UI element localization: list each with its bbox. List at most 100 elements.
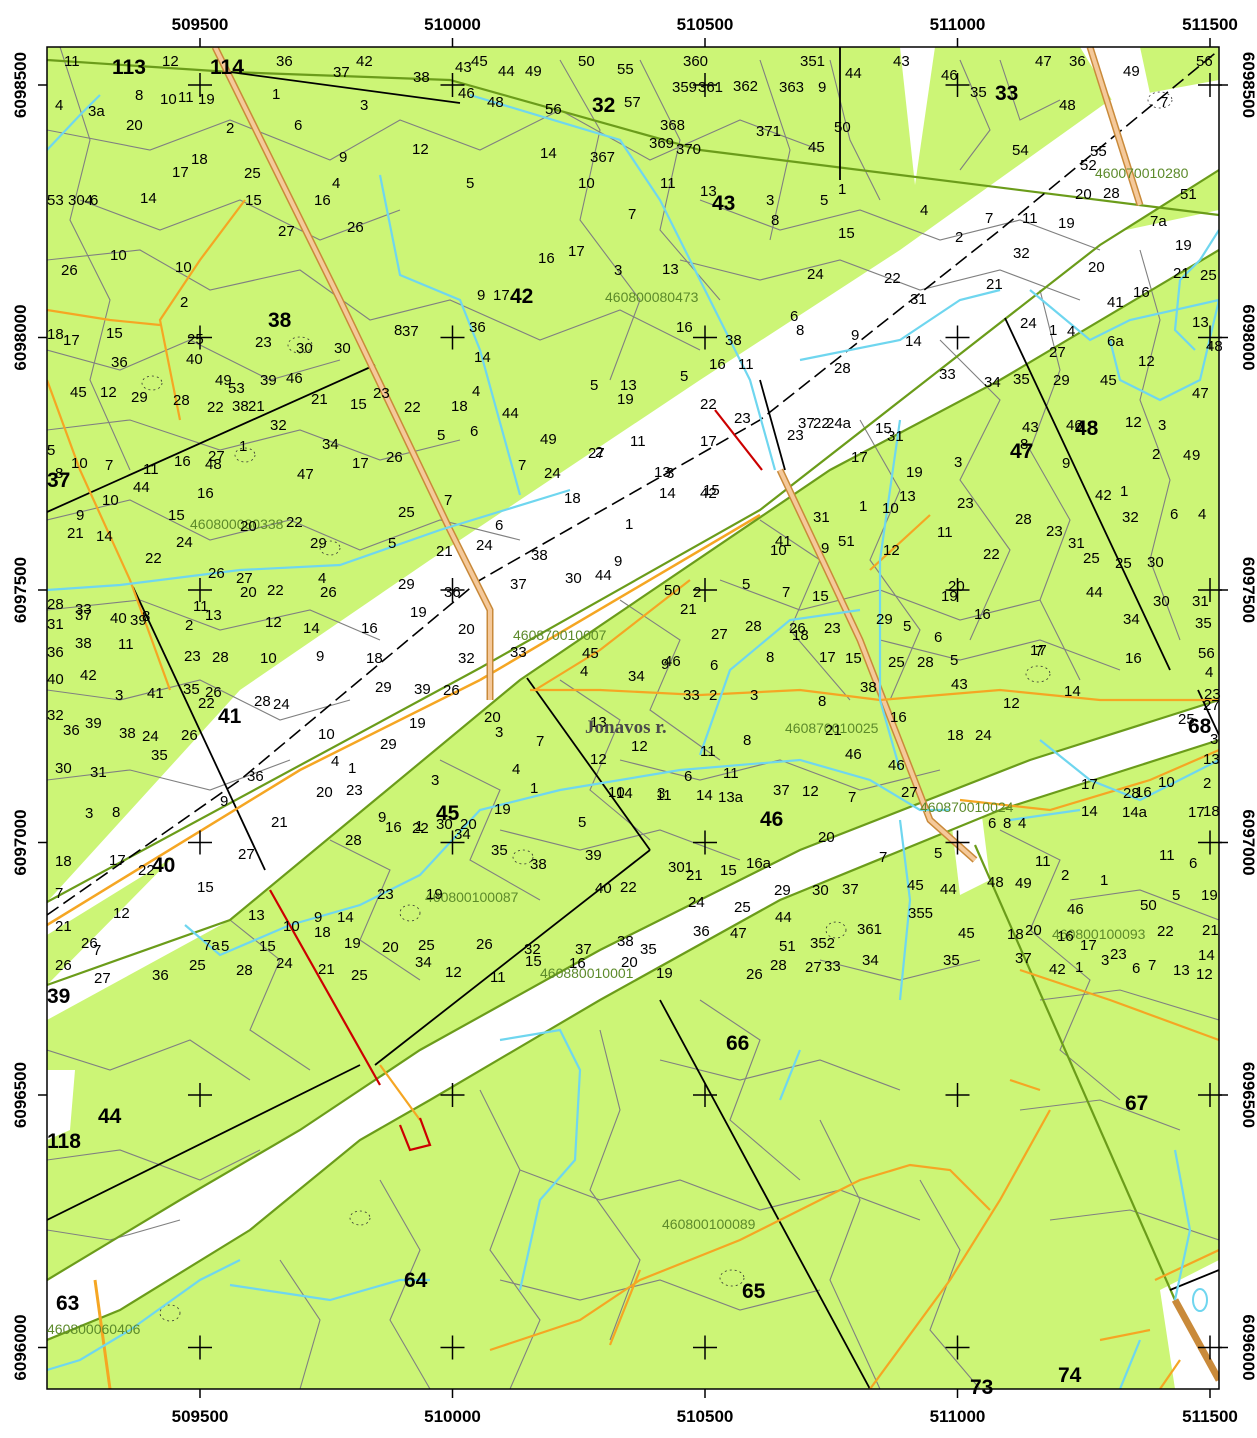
stand-number: 27 bbox=[1203, 697, 1220, 714]
stand-number: 14 bbox=[659, 485, 676, 502]
stand-number: 45 bbox=[471, 53, 488, 70]
stand-number: 25 bbox=[244, 165, 261, 182]
stand-number: 17 bbox=[568, 243, 585, 260]
block-number: 39 bbox=[47, 985, 70, 1008]
stand-number: 351 bbox=[800, 53, 825, 70]
block-number: 32 bbox=[592, 94, 615, 117]
stand-number: 18 bbox=[55, 853, 72, 870]
stand-number: 1 bbox=[1100, 872, 1108, 889]
stand-number: 25 bbox=[1200, 267, 1217, 284]
stand-number: 4 bbox=[580, 663, 588, 680]
stand-number: 30 bbox=[1153, 593, 1170, 610]
stand-number: 14 bbox=[1081, 803, 1098, 820]
stand-number: 7 bbox=[1160, 94, 1168, 111]
block-number: 43 bbox=[712, 192, 735, 215]
stand-number: 17 bbox=[1081, 776, 1098, 793]
stand-number: 31 bbox=[47, 616, 64, 633]
stand-number: 36 bbox=[152, 967, 169, 984]
stand-number: 26 bbox=[181, 727, 198, 744]
stand-number: 16 bbox=[1135, 784, 1152, 801]
stand-number: 5 bbox=[903, 618, 911, 635]
stand-number: 363 bbox=[779, 79, 804, 96]
stand-number: 46 bbox=[845, 746, 862, 763]
stand-number: 355 bbox=[908, 905, 933, 922]
stand-number: 18 bbox=[947, 727, 964, 744]
stand-number: 43 bbox=[893, 53, 910, 70]
stand-number: 18 bbox=[1007, 926, 1024, 943]
stand-number: 34 bbox=[628, 668, 645, 685]
stand-number: 16 bbox=[538, 250, 555, 267]
stand-number: 50 bbox=[664, 582, 681, 599]
road-southwest bbox=[93, 1279, 112, 1389]
stand-number: 13 bbox=[1203, 751, 1220, 768]
stand-number: 24 bbox=[476, 537, 493, 554]
stand-number: 24 bbox=[807, 266, 824, 283]
stand-number: 22 bbox=[1157, 923, 1174, 940]
block-number: 48 bbox=[1075, 417, 1099, 440]
stand-number: 26 bbox=[386, 449, 403, 466]
stand-number: 27 bbox=[208, 448, 225, 465]
stand-number: 23 bbox=[787, 427, 804, 444]
stand-number: 51 bbox=[1180, 186, 1197, 203]
stand-number: 25 bbox=[187, 331, 204, 348]
stand-number: 18 bbox=[191, 151, 208, 168]
cadastral-number: 460800060406 bbox=[47, 1321, 141, 1337]
y-tick-label-left: 6096000 bbox=[11, 1314, 30, 1380]
stand-number: 53 bbox=[228, 380, 245, 397]
stand-number: 10 bbox=[770, 542, 787, 559]
stand-number: 41 bbox=[1107, 294, 1124, 311]
stand-number: 9 bbox=[378, 809, 386, 826]
stand-number: 37 bbox=[75, 607, 92, 624]
y-tick-label-right: 6097500 bbox=[1239, 557, 1257, 623]
stand-number: 6 bbox=[790, 308, 798, 325]
stand-number: 19 bbox=[656, 965, 673, 982]
stand-number: 5 bbox=[578, 814, 586, 831]
stand-number: 29 bbox=[876, 611, 893, 628]
stand-number: 26 bbox=[81, 935, 98, 952]
stand-number: 55 bbox=[617, 61, 634, 78]
stand-number: 4 bbox=[1205, 664, 1213, 681]
stand-number: 43 bbox=[1022, 419, 1039, 436]
stand-number: 49 bbox=[1015, 875, 1032, 892]
stand-number: 14 bbox=[540, 145, 557, 162]
stand-number: 20 bbox=[240, 584, 257, 601]
stand-number: 38 bbox=[232, 398, 249, 415]
stand-number: 31 bbox=[90, 764, 107, 781]
stand-number: 47 bbox=[1192, 385, 1209, 402]
stand-number: 26 bbox=[476, 936, 493, 953]
stand-number: 28 bbox=[173, 392, 190, 409]
block-number: 46 bbox=[760, 808, 783, 831]
block-number: 40 bbox=[152, 854, 175, 877]
stand-number: 9 bbox=[1192, 447, 1200, 464]
stand-number: 40 bbox=[47, 671, 64, 688]
stand-number: 36 bbox=[469, 319, 486, 336]
stand-number: 44 bbox=[940, 881, 957, 898]
stand-number: 2 bbox=[1203, 775, 1211, 792]
stand-number: 19 bbox=[1058, 215, 1075, 232]
stand-number: 45 bbox=[808, 139, 825, 156]
stand-number: 26 bbox=[746, 966, 763, 983]
y-tick-label-left: 6097000 bbox=[11, 809, 30, 875]
stand-number: 24 bbox=[688, 894, 705, 911]
stand-number: 9 bbox=[220, 793, 228, 810]
stand-number: 16 bbox=[676, 319, 693, 336]
stand-number: 28 bbox=[1123, 785, 1140, 802]
block-number: 113 bbox=[112, 56, 146, 79]
stand-number: 6 bbox=[470, 423, 478, 440]
stand-number: 5 bbox=[388, 535, 396, 552]
stand-number: 30 bbox=[436, 816, 453, 833]
stand-number: 1 bbox=[239, 438, 247, 455]
stand-number: 31 bbox=[1068, 535, 1085, 552]
stand-number: 8 bbox=[135, 87, 143, 104]
stand-number: 2 bbox=[180, 294, 188, 311]
stand-number: 28 bbox=[1015, 511, 1032, 528]
stand-number: 5 bbox=[934, 845, 942, 862]
stand-number: 371 bbox=[756, 123, 781, 140]
stand-number: 22 bbox=[145, 550, 162, 567]
stand-number: 25 bbox=[418, 937, 435, 954]
stand-number: 32 bbox=[1013, 245, 1030, 262]
stand-number: 14 bbox=[1064, 683, 1081, 700]
stand-number: 12 bbox=[1003, 695, 1020, 712]
stand-number: 25 bbox=[734, 899, 751, 916]
stand-number: 15 bbox=[168, 507, 185, 524]
